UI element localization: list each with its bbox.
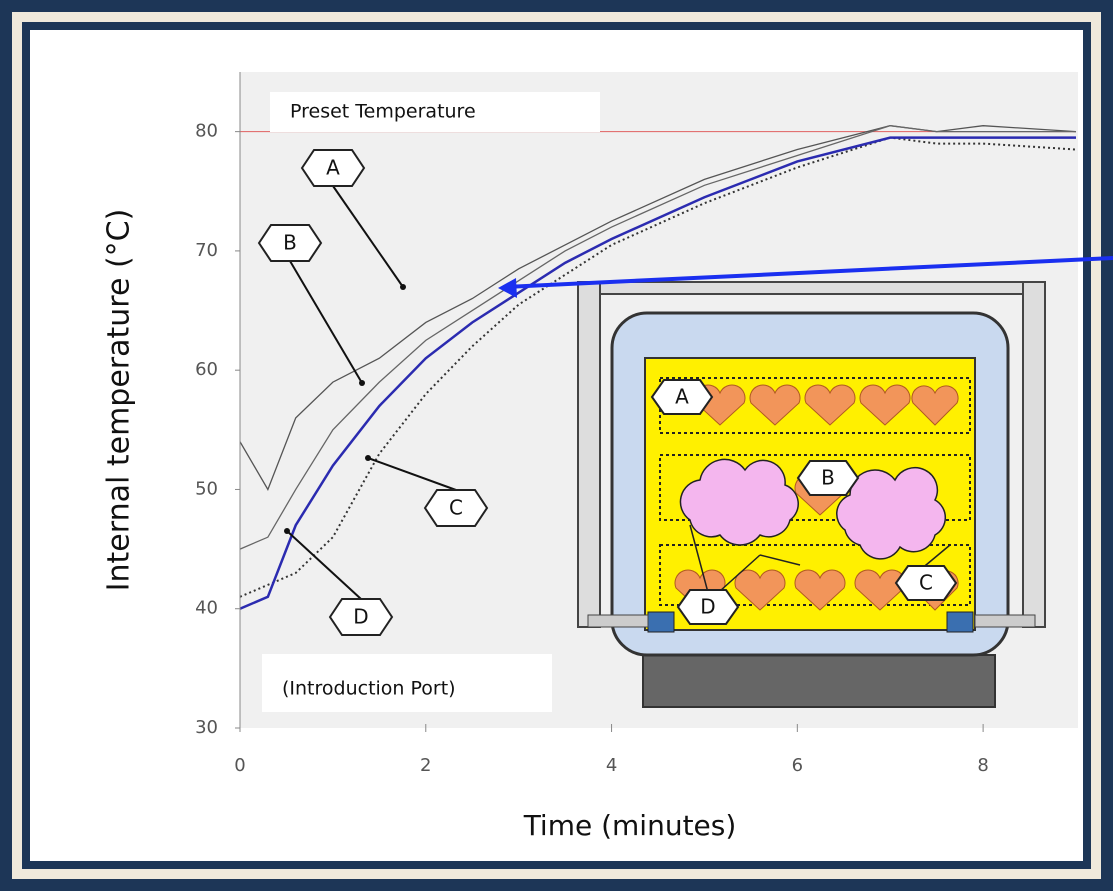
hexagon xyxy=(423,489,489,527)
series-tag: A xyxy=(300,149,366,187)
y-tick-label: 60 xyxy=(195,359,218,380)
series-name: C xyxy=(919,571,933,595)
y-tick-label: 30 xyxy=(195,717,218,738)
pointer-head xyxy=(365,455,371,461)
series-line xyxy=(240,125,1076,550)
series-labels: A B C D A B C D xyxy=(257,149,958,636)
y-tick-label: 50 xyxy=(195,478,218,499)
pointer-head xyxy=(359,380,365,386)
pointer-head xyxy=(400,284,406,290)
series-tag: C xyxy=(423,489,489,527)
pointer xyxy=(286,530,362,600)
series-tag: B xyxy=(257,224,323,262)
y-tick-label: 70 xyxy=(195,240,218,261)
x-tick-label: 4 xyxy=(606,755,617,776)
hexagon xyxy=(328,598,394,636)
y-tick-label: 40 xyxy=(195,598,218,619)
annotation: (Introduction Port) xyxy=(282,678,456,700)
y-axis-label: Internal temperature (°C) xyxy=(102,209,137,592)
series-tag: D xyxy=(328,598,394,636)
hexagon xyxy=(300,149,366,187)
hexagon xyxy=(257,224,323,262)
series-tag: A xyxy=(650,379,714,415)
pointer xyxy=(332,185,404,288)
hexagon xyxy=(894,565,958,601)
pointer xyxy=(289,260,363,384)
series-name: D xyxy=(353,605,368,629)
pointer xyxy=(367,457,457,491)
hexagon xyxy=(676,589,740,625)
series-line xyxy=(240,136,1076,610)
label-box xyxy=(270,92,600,132)
series-tag: C xyxy=(894,565,958,601)
reference-label: Preset Temperature xyxy=(290,101,476,123)
hexagon xyxy=(650,379,714,415)
label-box xyxy=(262,654,552,712)
series-tag: D xyxy=(676,589,740,625)
x-tick-label: 2 xyxy=(420,755,431,776)
series-name: B xyxy=(821,466,835,490)
x-tick-label: 8 xyxy=(977,755,988,776)
series-name: A xyxy=(675,385,689,409)
pointer-head xyxy=(284,528,290,534)
y-tick-label: 80 xyxy=(195,121,218,142)
x-tick-label: 6 xyxy=(792,755,803,776)
series-name: A xyxy=(326,156,340,180)
x-axis-label: Time (minutes) xyxy=(523,809,737,842)
series-name: D xyxy=(700,595,715,619)
pointer-arrow xyxy=(504,256,1113,289)
hexagon xyxy=(796,460,860,496)
series-name: B xyxy=(283,231,297,255)
x-tick-label: 0 xyxy=(234,755,245,776)
series-tag: B xyxy=(796,460,860,496)
series-name: C xyxy=(449,496,463,520)
pointer-arrowhead xyxy=(498,278,517,298)
